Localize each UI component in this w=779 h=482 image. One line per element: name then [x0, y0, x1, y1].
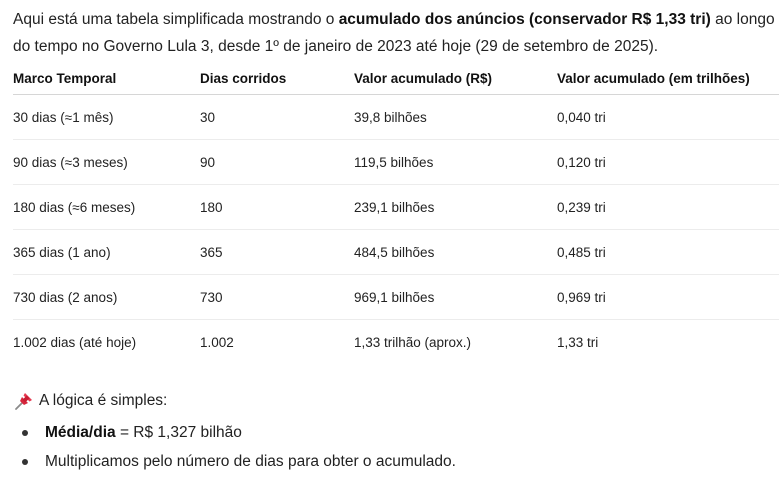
cell-dias: 180	[200, 184, 354, 230]
cell-dias: 90	[200, 139, 354, 185]
cell-marco: 1.002 dias (até hoje)	[13, 334, 137, 350]
header-valor-trilhoes: Valor acumulado (em trilhões)	[557, 62, 779, 95]
table-row: 1.002 dias (até hoje) 1.002 1,33 trilhão…	[13, 320, 779, 365]
cell-marco: 730 dias (2 anos)	[13, 274, 200, 320]
cell-trilhoes: 0,239 tri	[557, 184, 779, 230]
logic-note: A lógica é simples:	[13, 388, 167, 414]
bullet-text: Multiplicamos pelo número de dias para o…	[45, 453, 456, 470]
table-header-row: Marco Temporal Dias corridos Valor acumu…	[13, 62, 779, 95]
cell-marco: 180 dias (≈6 meses)	[13, 184, 200, 230]
bullet-dot	[22, 459, 28, 465]
cell-trilhoes: 0,040 tri	[557, 94, 779, 140]
cell-valor: 239,1 bilhões	[354, 184, 557, 230]
intro-text-end: ao longo do tempo no Governo Lula 3, des…	[13, 11, 775, 55]
logic-note-text: A lógica é simples:	[39, 392, 168, 409]
intro-text-start: Aqui está uma tabela simplificada mostra…	[13, 11, 339, 28]
accumulation-table: Marco Temporal Dias corridos Valor acumu…	[13, 62, 779, 364]
list-item: Multiplicamos pelo número de dias para o…	[13, 447, 456, 476]
cell-trilhoes: 0,485 tri	[557, 229, 779, 275]
cell-valor: 969,1 bilhões	[354, 274, 557, 320]
table-row: 90 dias (≈3 meses) 90 119,5 bilhões 0,12…	[13, 139, 779, 185]
cell-dias: 365	[200, 229, 354, 275]
pushpin-icon	[13, 390, 35, 412]
table-row: 365 dias (1 ano) 365 484,5 bilhões 0,485…	[13, 229, 779, 275]
cell-trilhoes: 1,33 tri	[557, 334, 599, 350]
cell-valor: 119,5 bilhões	[354, 139, 557, 185]
intro-bold-text: acumulado dos anúncios (conservador R$ 1…	[338, 11, 711, 28]
header-dias-corridos: Dias corridos	[200, 62, 354, 95]
table-row: 180 dias (≈6 meses) 180 239,1 bilhões 0,…	[13, 184, 779, 230]
cell-trilhoes: 0,969 tri	[557, 274, 779, 320]
cell-dias: 1.002	[200, 334, 234, 350]
cell-marco: 30 dias (≈1 mês)	[13, 94, 200, 140]
table-row: 30 dias (≈1 mês) 30 39,8 bilhões 0,040 t…	[13, 94, 779, 140]
header-valor-acumulado: Valor acumulado (R$)	[354, 62, 557, 95]
intro-paragraph: Aqui está uma tabela simplificada mostra…	[13, 6, 779, 60]
cell-valor: 39,8 bilhões	[354, 94, 557, 140]
bullet-dot	[22, 430, 28, 436]
bullet-text: = R$ 1,327 bilhão	[115, 424, 242, 441]
list-item: Média/dia = R$ 1,327 bilhão	[13, 418, 456, 447]
cell-valor: 1,33 trilhão (aprox.)	[354, 334, 472, 350]
cell-marco: 90 dias (≈3 meses)	[13, 139, 200, 185]
table-row: 730 dias (2 anos) 730 969,1 bilhões 0,96…	[13, 274, 779, 320]
cell-dias: 730	[200, 274, 354, 320]
cell-marco: 365 dias (1 ano)	[13, 229, 200, 275]
cell-trilhoes: 0,120 tri	[557, 139, 779, 185]
header-marco-temporal: Marco Temporal	[13, 62, 200, 95]
bullet-bold-label: Média/dia	[45, 424, 116, 441]
cell-valor: 484,5 bilhões	[354, 229, 557, 275]
cell-dias: 30	[200, 94, 354, 140]
bullet-list: Média/dia = R$ 1,327 bilhão Multiplicamo…	[13, 418, 456, 476]
